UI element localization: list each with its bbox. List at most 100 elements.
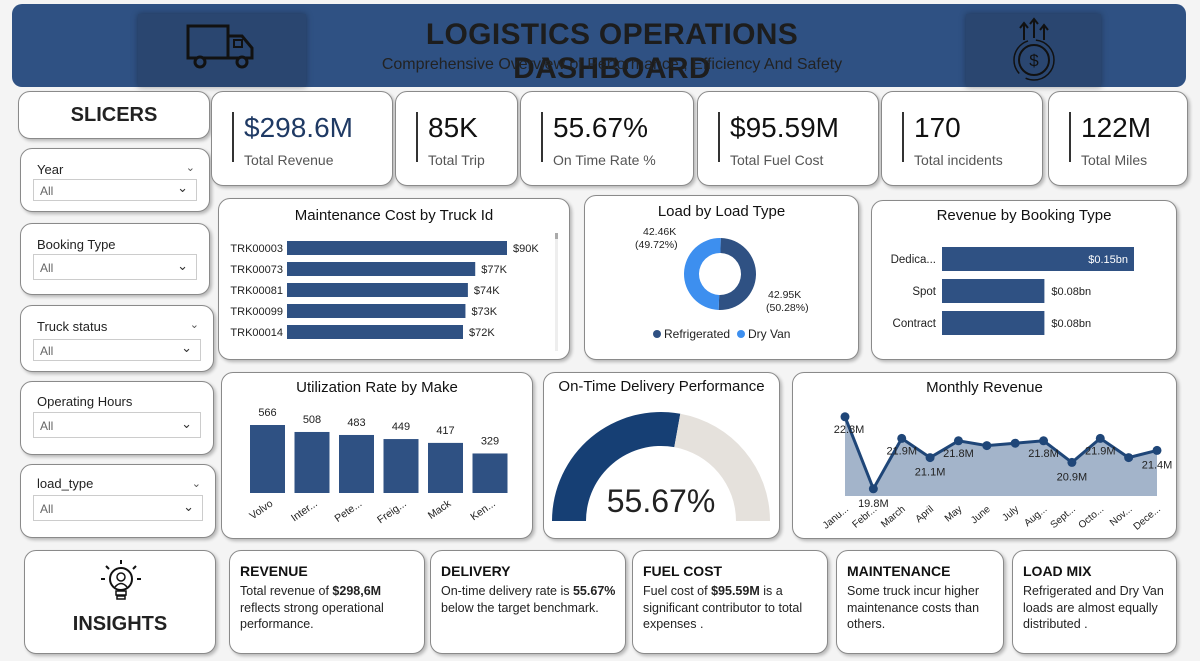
- insight-fuel-cost: FUEL COST Fuel cost of $95.59M is a sign…: [632, 550, 828, 654]
- kpi-value: 170: [914, 112, 961, 143]
- chevron-down-icon: ⌄: [181, 340, 192, 355]
- bar-category-label: TRK00081: [230, 285, 283, 297]
- insight-heading: FUEL COST: [643, 563, 723, 579]
- kpi-label: Total Miles: [1081, 152, 1148, 168]
- kpi-accent-bar: [541, 112, 543, 162]
- insight-delivery: DELIVERY On-time delivery rate is 55.67%…: [430, 550, 626, 654]
- insight-heading: REVENUE: [240, 563, 308, 579]
- gauge-value-label: 55.67%: [607, 483, 716, 519]
- insight-text: Refrigerated and Dry Van loads are almos…: [1023, 584, 1164, 631]
- maintenance-chart: TRK00003 $90K TRK00073 $77K TRK00081 $74K TRK0…: [230, 233, 558, 351]
- axis-tick-label: Nov...: [1108, 504, 1135, 529]
- lightbulb-icon: [101, 560, 141, 600]
- kpi-total-revenue: $298.6M Total Revenue: [211, 91, 393, 186]
- kpi-total-trip: 85K Total Trip: [395, 91, 518, 186]
- bar-value-label: 417: [436, 425, 454, 437]
- slicer-label: Truck status: [37, 319, 108, 334]
- area-fill: [845, 416, 1157, 496]
- data-point: [925, 453, 935, 463]
- legend-marker: [737, 330, 745, 338]
- scrollbar-track: [555, 233, 558, 351]
- bar: [472, 453, 508, 493]
- slice-percent-label: (50.28%): [766, 302, 809, 314]
- gauge-remaining-arc: [674, 413, 770, 521]
- bar: [287, 283, 468, 297]
- chevron-down-icon[interactable]: ⌄: [191, 478, 201, 490]
- bar-value-label: 449: [392, 421, 410, 433]
- kpi-total-miles: 122M Total Miles: [1048, 91, 1188, 186]
- kpi-label: Total incidents: [914, 152, 1003, 168]
- bar-value-label: 483: [347, 417, 365, 429]
- truck-icon: [186, 24, 254, 69]
- data-point: [1095, 433, 1105, 443]
- data-label: 21.9M: [886, 445, 917, 457]
- slicer-label: Year: [37, 162, 64, 177]
- slicer-dropdown[interactable]: All ⌄: [33, 254, 197, 280]
- bar-value-label: $0.08bn: [1051, 286, 1091, 298]
- slicer-dropdown[interactable]: All ⌄: [33, 495, 203, 521]
- bar: [942, 311, 1045, 335]
- bar-category-label: Spot: [912, 286, 936, 298]
- insights-title-card: INSIGHTS: [24, 550, 216, 654]
- slicer-label: load_type: [37, 476, 94, 491]
- kpi-accent-bar: [1069, 112, 1071, 162]
- axis-tick-label: Mack: [426, 497, 454, 522]
- data-point: [868, 484, 878, 494]
- slicers-title: SLICERS: [70, 104, 158, 126]
- data-label: 20.9M: [1057, 471, 1088, 483]
- gauge-value-arc: [552, 411, 681, 521]
- donut-slice: [718, 238, 757, 310]
- insight-text: Some truck incur higher maintenance cost…: [847, 584, 980, 631]
- slicer-dropdown[interactable]: All ⌄: [33, 179, 197, 201]
- bar-value-label: $77K: [481, 264, 507, 276]
- kpi-accent-bar: [232, 112, 234, 162]
- axis-tick-label: Sept...: [1049, 504, 1078, 531]
- bar: [942, 279, 1045, 303]
- ontime-gauge: 55.67%: [552, 411, 770, 521]
- kpi-accent-bar: [902, 112, 904, 162]
- bar: [287, 241, 507, 255]
- bar-value-label: $0.15bn: [1088, 254, 1128, 266]
- data-label: 21.8M: [1028, 448, 1059, 460]
- data-label: 22.8M: [834, 424, 865, 436]
- bar-value-label: $74K: [474, 285, 500, 297]
- chart-title: Maintenance Cost by Truck Id: [294, 207, 494, 224]
- chevron-down-icon[interactable]: ⌄: [185, 162, 195, 174]
- monthly-revenue-card: Monthly Revenue 22.8M Janu... 19.8M Febr...…: [792, 372, 1177, 539]
- slicer-label: Operating Hours: [37, 394, 133, 409]
- slicer-value: All: [40, 261, 54, 275]
- insight-text: Total revenue of $298,6M reflects strong…: [240, 584, 384, 631]
- kpi-total-fuel-cost: $95.59M Total Fuel Cost: [697, 91, 879, 186]
- ontime-chart-card: On-Time Delivery Performance 55.67%: [543, 372, 780, 539]
- bar: [294, 431, 330, 493]
- slicer-dropdown[interactable]: All ⌄: [33, 339, 201, 361]
- slicer-booking-type[interactable]: Booking Type All ⌄: [20, 223, 210, 295]
- slicer-truck-status[interactable]: Truck status ⌄ All ⌄: [20, 305, 214, 372]
- slicer-value: All: [40, 419, 54, 433]
- data-point: [953, 436, 963, 446]
- insight-heading: DELIVERY: [441, 563, 511, 579]
- kpi-total-incidents: 170 Total incidents: [881, 91, 1043, 186]
- slicers-title-card: SLICERS: [18, 91, 210, 139]
- insight-heading: LOAD MIX: [1023, 563, 1092, 579]
- bar-category-label: TRK00003: [230, 243, 283, 255]
- slicer-operating-hours[interactable]: Operating Hours All ⌄: [20, 381, 214, 455]
- slicer-year[interactable]: Year ⌄ All ⌄: [20, 148, 210, 212]
- chevron-down-icon[interactable]: ⌄: [189, 319, 199, 331]
- axis-tick-label: July: [1000, 504, 1021, 524]
- kpi-value: 55.67%: [553, 112, 648, 143]
- bar-value-label: 566: [258, 407, 276, 419]
- slicer-dropdown[interactable]: All ⌄: [33, 412, 201, 438]
- booking-chart-card: Revenue by Booking Type Dedica... $0.15bn…: [871, 200, 1177, 360]
- axis-tick-label: Pete...: [332, 498, 364, 525]
- slicer-value: All: [40, 344, 54, 358]
- bar: [287, 325, 463, 339]
- bar-value-label: 329: [481, 435, 499, 447]
- donut-slice: [684, 238, 721, 310]
- slicer-load-type[interactable]: load_type ⌄ All ⌄: [20, 464, 216, 538]
- insight-revenue: REVENUE Total revenue of $298,6M reflect…: [229, 550, 425, 654]
- monthly-revenue-chart: 22.8MJanu...19.8MFebr...21.9MMarch21.1MA…: [821, 412, 1172, 533]
- bar: [287, 262, 476, 276]
- load-donut-chart: 42.95K(50.28%) 42.46K(49.72%) Refrigerated…: [635, 226, 809, 341]
- bar: [428, 442, 463, 493]
